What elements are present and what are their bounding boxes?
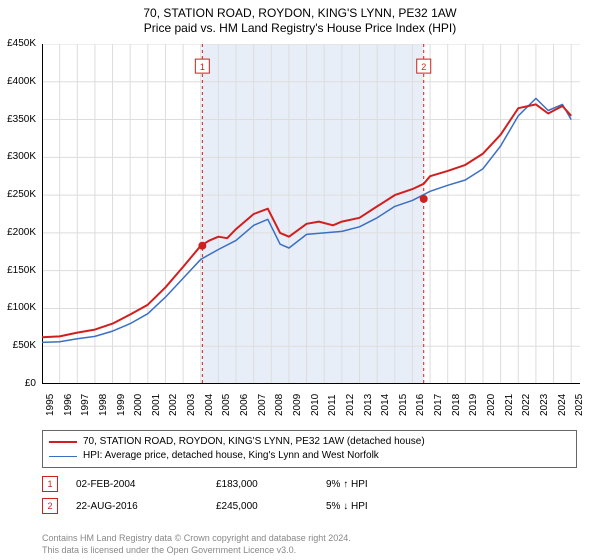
svg-text:1: 1 [200,62,205,72]
y-tick-label: £0 [0,379,36,389]
transaction-row-2: 2 22-AUG-2016 £245,000 5% ↓ HPI [42,498,577,514]
attribution-line1: Contains HM Land Registry data © Crown c… [42,532,351,544]
y-tick-label: £450K [0,39,36,49]
y-axis-labels: £0£50K£100K£150K£200K£250K£300K£350K£400… [0,44,40,384]
x-tick-label: 1997 [80,394,91,416]
transaction-pct-1: 9% ↑ HPI [326,479,446,490]
x-tick-label: 2014 [380,394,391,416]
y-tick-label: £150K [0,266,36,276]
x-tick-label: 2019 [468,394,479,416]
y-tick-label: £400K [0,77,36,87]
x-tick-label: 2022 [521,394,532,416]
x-tick-label: 2007 [257,394,268,416]
y-tick-label: £200K [0,228,36,238]
x-tick-label: 2009 [292,394,303,416]
transaction-date-1: 02-FEB-2004 [76,479,216,490]
legend-row-hpi: HPI: Average price, detached house, King… [49,449,570,463]
legend-label-price-paid: 70, STATION ROAD, ROYDON, KING'S LYNN, P… [83,435,425,449]
y-tick-label: £50K [0,341,36,351]
legend-label-hpi: HPI: Average price, detached house, King… [83,449,379,463]
x-tick-label: 1995 [45,394,56,416]
x-tick-label: 2011 [327,394,338,416]
x-tick-label: 2021 [504,394,515,416]
x-tick-label: 2023 [539,394,550,416]
x-tick-label: 2001 [151,394,162,416]
y-tick-label: £250K [0,190,36,200]
x-axis-labels: 1995 1996 1997 1998 1999 2000 2001 2002 2003 2004… [42,386,580,426]
x-tick-label: 1996 [63,394,74,416]
x-tick-label: 2017 [433,394,444,416]
x-tick-label: 2005 [221,394,232,416]
transaction-rows: 1 02-FEB-2004 £183,000 9% ↑ HPI 2 22-AUG… [42,470,577,514]
attribution: Contains HM Land Registry data © Crown c… [42,532,351,556]
x-tick-label: 2006 [239,394,250,416]
x-tick-label: 1999 [116,394,127,416]
x-tick-label: 2012 [345,394,356,416]
x-tick-label: 2025 [574,394,585,416]
transaction-row-1: 1 02-FEB-2004 £183,000 9% ↑ HPI [42,476,577,492]
transaction-badge-2: 2 [42,498,58,514]
transaction-price-1: £183,000 [216,479,326,490]
x-tick-label: 2020 [486,394,497,416]
x-tick-label: 2015 [398,394,409,416]
transaction-price-2: £245,000 [216,501,326,512]
x-tick-label: 2024 [557,394,568,416]
x-tick-label: 2013 [363,394,374,416]
x-tick-label: 2004 [204,394,215,416]
legend-box: 70, STATION ROAD, ROYDON, KING'S LYNN, P… [42,430,577,468]
x-tick-label: 2008 [274,394,285,416]
x-tick-label: 2000 [133,394,144,416]
x-tick-label: 2002 [168,394,179,416]
transaction-date-2: 22-AUG-2016 [76,501,216,512]
chart-title-line1: 70, STATION ROAD, ROYDON, KING'S LYNN, P… [0,6,600,20]
chart-area: 12 [42,44,580,384]
transaction-pct-2: 5% ↓ HPI [326,501,446,512]
legend-swatch-hpi [49,456,77,457]
x-tick-label: 1998 [98,394,109,416]
attribution-line2: This data is licensed under the Open Gov… [42,544,351,556]
x-tick-label: 2018 [451,394,462,416]
chart-title-line2: Price paid vs. HM Land Registry's House … [0,21,600,35]
y-tick-label: £100K [0,303,36,313]
legend-row-price-paid: 70, STATION ROAD, ROYDON, KING'S LYNN, P… [49,435,570,449]
x-tick-label: 2003 [186,394,197,416]
svg-text:2: 2 [421,62,426,72]
transaction-badge-1: 1 [42,476,58,492]
legend-swatch-price-paid [49,441,77,443]
x-tick-label: 2010 [310,394,321,416]
x-tick-label: 2016 [415,394,426,416]
y-tick-label: £350K [0,115,36,125]
y-tick-label: £300K [0,152,36,162]
